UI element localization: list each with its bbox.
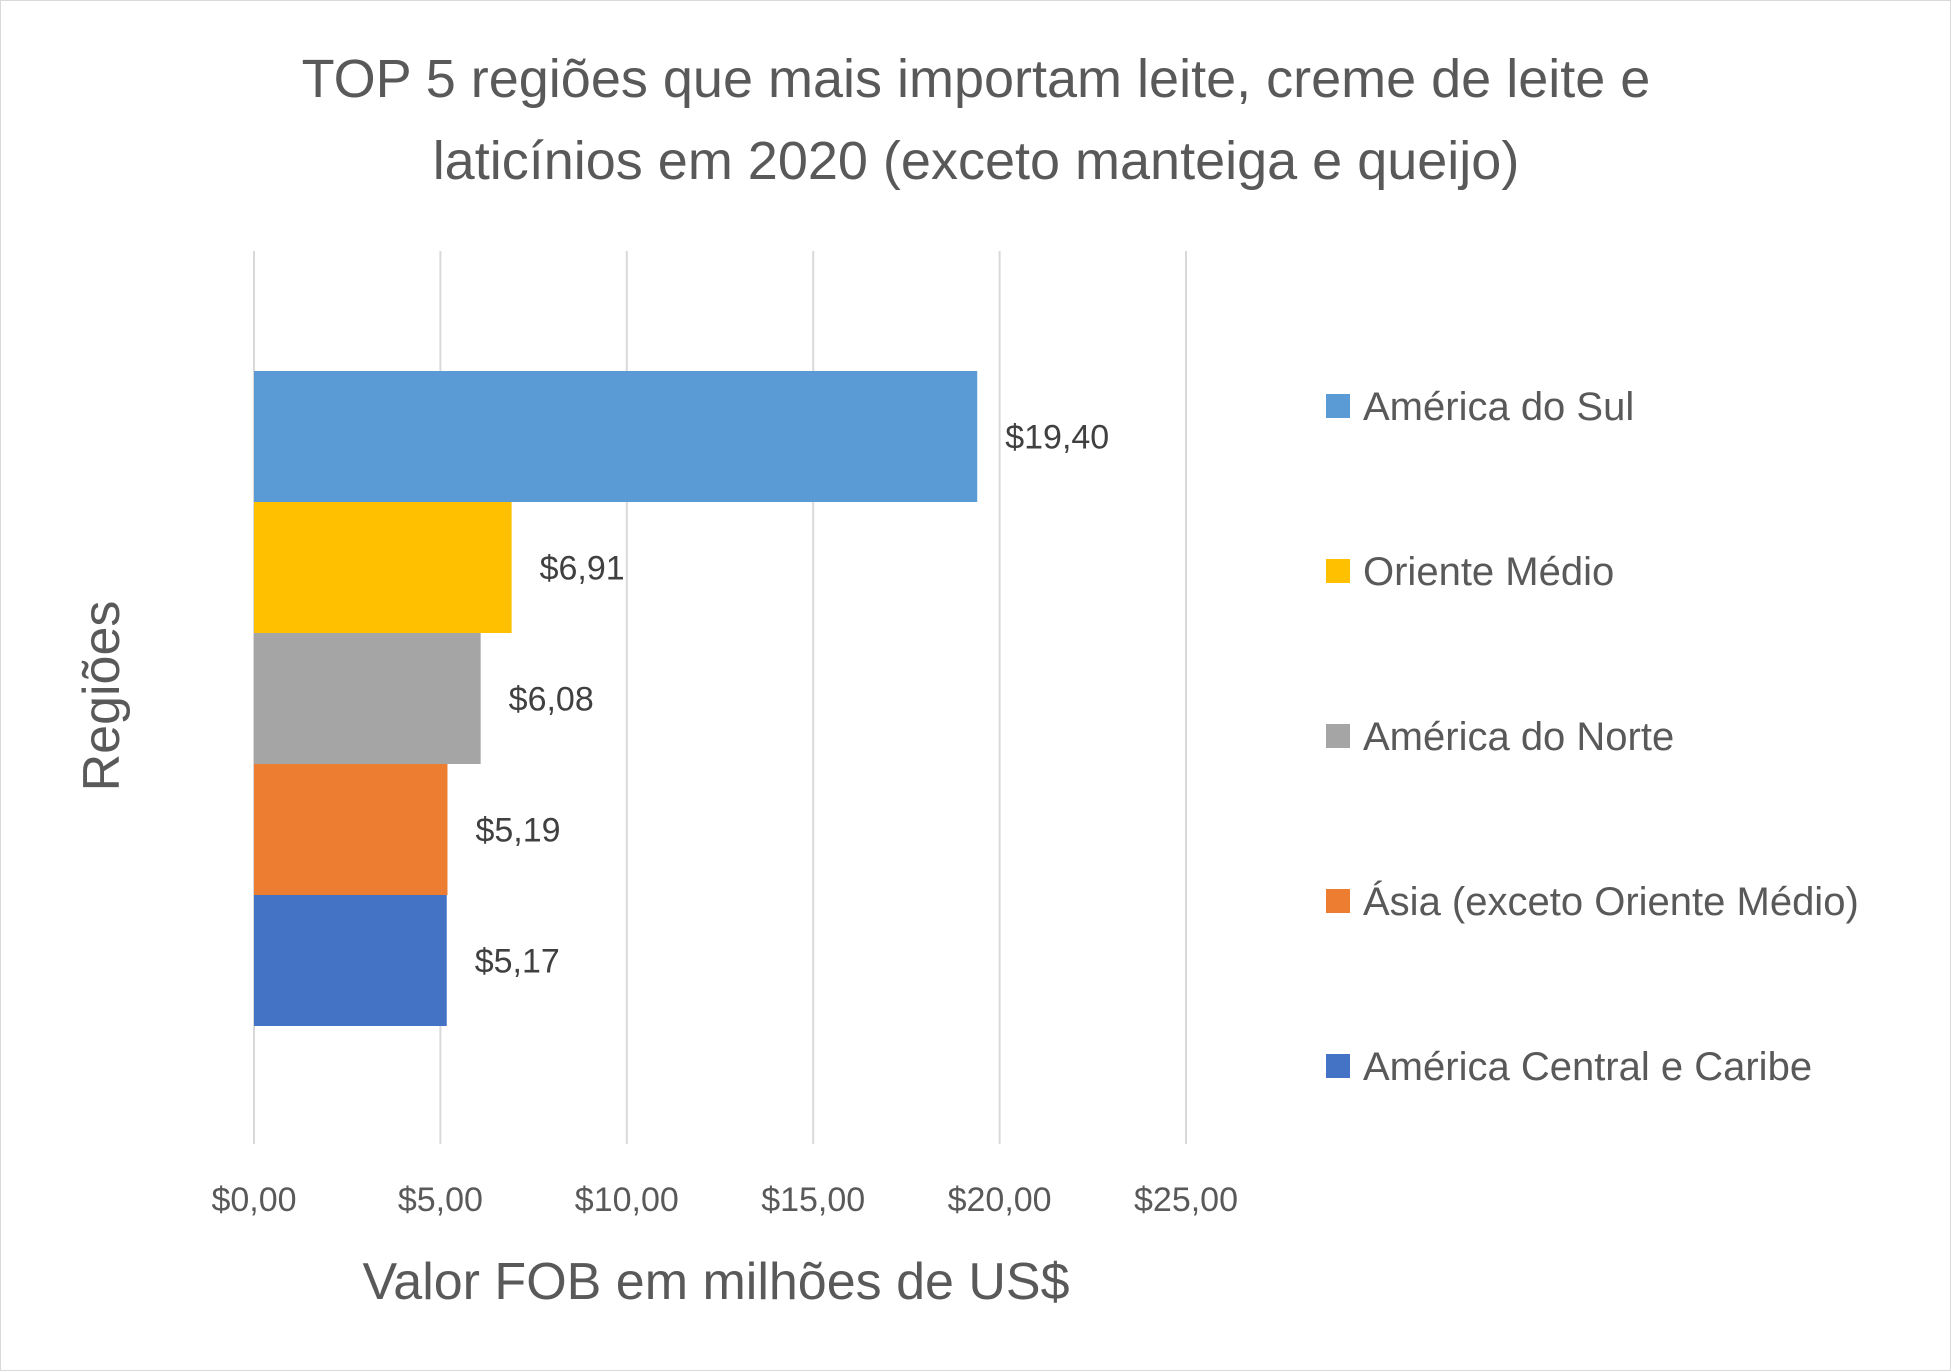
bar-value-label: $6,91 bbox=[540, 550, 625, 588]
x-tick-label: $10,00 bbox=[575, 1181, 679, 1219]
x-tick-label: $15,00 bbox=[761, 1181, 865, 1219]
data-labels: $19,40 $6,91 $6,08 $5,19 $5,17 bbox=[475, 419, 1109, 981]
legend-label: América do Sul bbox=[1363, 385, 1634, 429]
x-tick-label: $20,00 bbox=[948, 1181, 1052, 1219]
bar bbox=[254, 764, 448, 895]
bar-value-label: $5,19 bbox=[475, 812, 560, 850]
bar bbox=[254, 895, 447, 1026]
bar-value-label: $6,08 bbox=[509, 681, 594, 719]
legend-label: Ásia (exceto Oriente Médio) bbox=[1363, 879, 1859, 924]
chart-title-line-1: TOP 5 regiões que mais importam leite, c… bbox=[302, 49, 1651, 109]
y-axis-title: Regiões bbox=[73, 601, 131, 792]
bars bbox=[254, 371, 978, 1026]
bar bbox=[254, 633, 481, 764]
bar bbox=[254, 371, 978, 502]
legend-label: América do Norte bbox=[1363, 715, 1674, 759]
x-tick-label: $5,00 bbox=[398, 1181, 483, 1219]
x-tick-label: $25,00 bbox=[1134, 1181, 1238, 1219]
legend-swatch bbox=[1326, 559, 1350, 583]
legend-swatch bbox=[1326, 394, 1350, 418]
chart-title: TOP 5 regiões que mais importam leite, c… bbox=[302, 49, 1651, 191]
legend-swatch bbox=[1326, 724, 1350, 748]
x-axis-title: Valor FOB em milhões de US$ bbox=[362, 1253, 1069, 1311]
legend-label: Oriente Médio bbox=[1363, 550, 1614, 594]
chart-title-line-2: laticínios em 2020 (exceto manteiga e qu… bbox=[433, 131, 1520, 191]
legend-swatch bbox=[1326, 1054, 1350, 1078]
legend-swatch bbox=[1326, 889, 1350, 913]
bar bbox=[254, 502, 512, 633]
x-axis-ticks: $0,00 $5,00 $10,00 $15,00 $20,00 $25,00 bbox=[211, 1181, 1238, 1219]
bar-value-label: $19,40 bbox=[1005, 419, 1109, 457]
x-tick-label: $0,00 bbox=[211, 1181, 296, 1219]
legend-label: América Central e Caribe bbox=[1363, 1045, 1812, 1089]
bar-value-label: $5,17 bbox=[475, 943, 560, 981]
legend: América do Sul Oriente Médio América do No… bbox=[1326, 385, 1859, 1089]
